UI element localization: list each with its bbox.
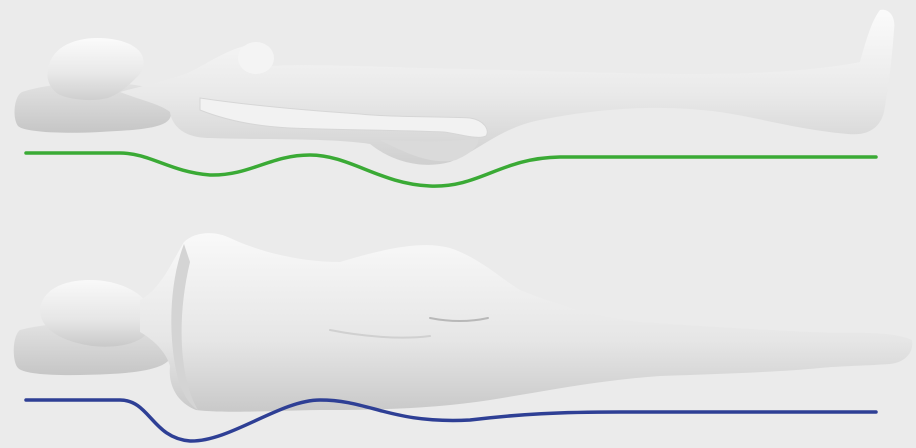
arm-top (199, 97, 488, 138)
support-curve-top (24, 151, 878, 188)
support-curve-bottom (24, 398, 878, 443)
body-bottom (140, 233, 913, 412)
hip-top (380, 138, 479, 162)
chest-top (238, 42, 274, 74)
head-top (47, 38, 144, 101)
side-lying-panel (13, 233, 913, 443)
spine-line-bottom (329, 329, 431, 339)
hip-crease-bottom (429, 317, 489, 322)
body-top (120, 9, 895, 165)
supine-panel (14, 9, 895, 188)
shoulder-shade-bottom (171, 244, 198, 410)
head-bottom (40, 280, 153, 347)
